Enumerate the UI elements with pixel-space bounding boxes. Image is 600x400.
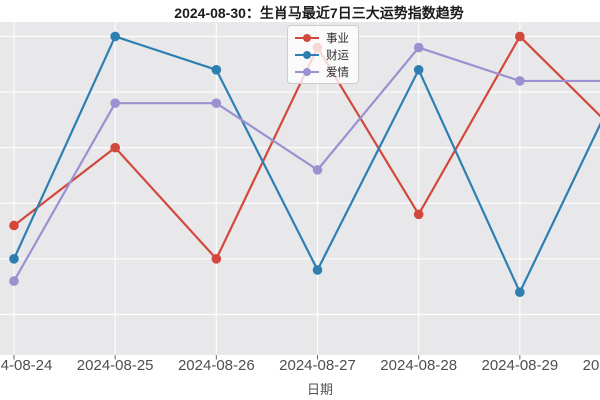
data-point (9, 254, 19, 264)
legend-line-marker-icon (295, 50, 319, 59)
data-point (413, 42, 424, 53)
legend-item: 财运 (294, 47, 349, 62)
x-tick-label: 2024-08-28 (380, 357, 458, 374)
legend-item: 事业 (294, 30, 349, 45)
x-axis: 2024-08-24 2024-08-25 2024-08-26 2024-08-27… (0, 357, 600, 377)
x-tick-label: 2024-08-30 (582, 357, 600, 374)
data-point (413, 65, 424, 75)
data-point (9, 220, 19, 231)
data-point (110, 31, 120, 42)
legend-item: 爱情 (294, 64, 349, 79)
x-tick-label: 2024-08-26 (177, 357, 255, 374)
x-axis-label: 日期 (306, 382, 333, 397)
x-tick-label: 2024-08-29 (481, 357, 559, 374)
chart-title: 2024-08-30：生肖马最近7日三大运势指数趋势 (174, 5, 464, 21)
x-tick-label: 2024-08-25 (76, 357, 154, 374)
legend-line-marker-icon (295, 33, 319, 42)
data-point (110, 98, 120, 108)
x-tick-label: 2024-08-24 (0, 357, 53, 374)
data-point (413, 209, 424, 220)
data-point (312, 265, 323, 275)
legend-line-marker-icon (295, 67, 319, 76)
data-point (211, 65, 222, 75)
data-point (515, 31, 525, 42)
data-point (211, 254, 222, 264)
legend: 事业 财运 爱情 (287, 25, 359, 84)
data-point (211, 98, 222, 108)
legend-label: 财运 (326, 49, 349, 62)
data-point (312, 165, 323, 175)
data-point (9, 276, 19, 286)
data-point (515, 76, 525, 86)
data-point (515, 287, 525, 297)
legend-label: 爱情 (326, 66, 349, 79)
legend-label: 事业 (326, 32, 349, 45)
x-tick-label: 2024-08-27 (279, 357, 356, 374)
data-point (110, 142, 120, 153)
